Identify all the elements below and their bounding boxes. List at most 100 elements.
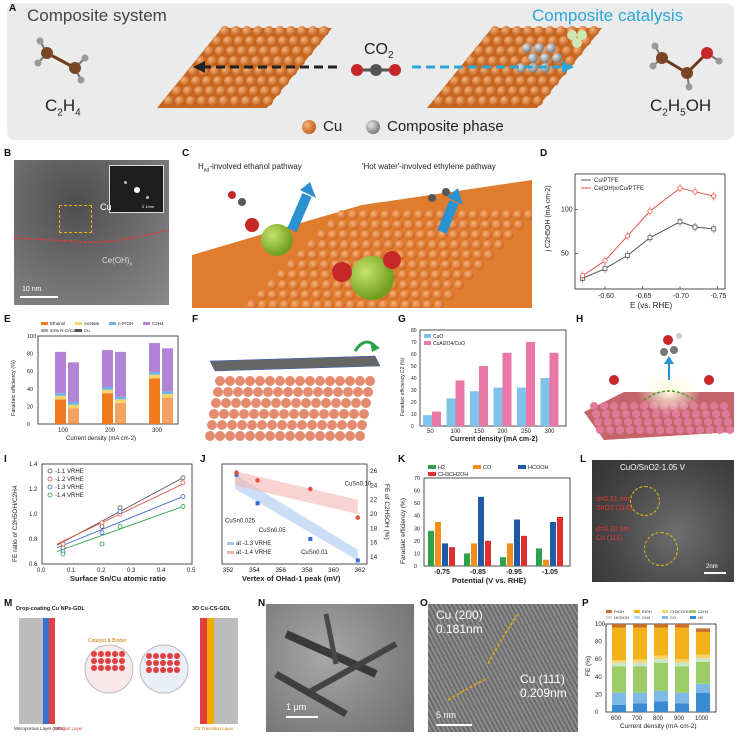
atom [466, 56, 476, 66]
tick-label: 358 [302, 567, 313, 574]
tick-label: 0.1 [67, 568, 76, 574]
atom [363, 387, 373, 397]
atom [98, 658, 104, 664]
panel-c-illustration: Had-involved ethanol pathway 'Hot water'… [192, 160, 532, 308]
atom [219, 96, 229, 106]
atom [365, 376, 375, 386]
tick-label: 356 [275, 567, 286, 574]
atom [275, 26, 285, 36]
atom [325, 376, 335, 386]
atom [716, 426, 724, 434]
atom [401, 300, 411, 308]
bar [514, 519, 520, 566]
atom [710, 402, 718, 410]
atom [589, 26, 599, 36]
panel-f-illustration [200, 326, 390, 446]
composite-atom [522, 43, 532, 53]
atom [474, 260, 484, 270]
atom [427, 230, 437, 240]
bar-ethanol [102, 393, 113, 424]
composite-atom [577, 30, 587, 40]
bar-acetate [162, 394, 173, 398]
composite-atom [546, 43, 556, 53]
tick-label: -1.05 [542, 569, 558, 576]
legend-label: -1.3 VRHE [55, 485, 84, 491]
panel-j-chart: 352 354 356 358 360 362 14 16 18 20 22 24 26 CuSn0.02… [221, 463, 390, 583]
bar-acetate [149, 374, 160, 379]
atom [91, 658, 97, 664]
atom [262, 56, 272, 66]
sample-label: CuSn0.01 [301, 550, 328, 556]
legend-swatch [143, 322, 150, 325]
atom [324, 300, 334, 308]
bar-segment [633, 627, 647, 660]
atom [335, 431, 345, 441]
atom [295, 431, 305, 441]
atom [112, 651, 118, 657]
atom [404, 220, 414, 230]
legend-swatch [606, 616, 612, 619]
bar-segment [612, 666, 626, 693]
atom [278, 36, 288, 46]
atom [632, 410, 640, 418]
bar-acetate [102, 389, 113, 394]
atom [307, 240, 317, 250]
m-binder-label: Catalyst & Binder [88, 638, 127, 644]
scale-bar-n [286, 716, 318, 718]
atom [245, 36, 255, 46]
atom [600, 402, 608, 410]
atom [523, 26, 533, 36]
bar-cual2o4 [549, 352, 559, 426]
atom [167, 653, 173, 659]
plot-frame [419, 329, 567, 427]
tick-label: 60 [411, 352, 417, 358]
atom [180, 76, 190, 86]
tick-label: 100 [451, 429, 462, 435]
tick-label: 0.0 [37, 568, 46, 574]
atom [692, 410, 700, 418]
atom [330, 250, 340, 260]
atom [257, 76, 267, 86]
bar-ethylene [149, 343, 160, 373]
atom [197, 96, 207, 106]
bar-ethanol [162, 397, 173, 424]
data-point [117, 509, 123, 514]
bar-propanol [55, 393, 66, 396]
atom [357, 420, 367, 430]
atom [382, 220, 392, 230]
composite-system-title: Composite system [27, 6, 167, 25]
tick-label: 50 [561, 251, 569, 258]
data-point-blue [255, 501, 260, 506]
atom [348, 210, 358, 220]
bar [500, 557, 506, 566]
legend-swatch [428, 465, 436, 469]
atom [475, 86, 485, 96]
atom [417, 240, 427, 250]
atom [105, 651, 111, 657]
tick-label: 1000 [695, 716, 709, 722]
series-line [582, 187, 714, 277]
atom [281, 398, 291, 408]
atom [596, 426, 604, 434]
atom [373, 240, 383, 250]
atom [538, 76, 548, 86]
legend-marker [47, 476, 53, 482]
atom [153, 660, 159, 666]
bar-acetate [68, 404, 79, 409]
atom [491, 210, 501, 220]
atom [545, 26, 555, 36]
panel-letter-k: K [398, 454, 406, 465]
atom [473, 250, 483, 260]
atom [307, 420, 317, 430]
tick-label: 20 [370, 511, 378, 518]
atom [240, 56, 250, 66]
atom [403, 210, 413, 220]
atom [492, 220, 502, 230]
scale-label: 10 nm [22, 286, 42, 293]
atom [221, 398, 231, 408]
atom [300, 36, 310, 46]
atom [604, 418, 612, 426]
atom [298, 260, 308, 270]
atom [346, 300, 356, 308]
atom [512, 26, 522, 36]
